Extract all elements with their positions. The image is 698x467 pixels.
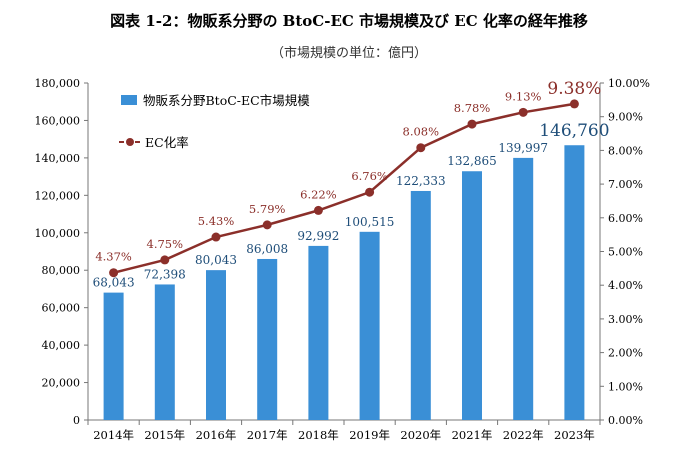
bar-series bbox=[103, 145, 585, 420]
bar bbox=[564, 145, 585, 420]
chart-subtitle: （市場規模の単位：億円） bbox=[271, 45, 427, 61]
right-axis: 0.00% 1.00% 2.00% 3.00% 4.00% 5.00% 6.00% 7.00%… bbox=[599, 77, 650, 427]
line-value-label: 4.75% bbox=[147, 237, 184, 251]
left-tick-label: 120,000 bbox=[35, 189, 81, 202]
left-tick-label: 140,000 bbox=[35, 152, 81, 165]
ec-rate-point bbox=[109, 268, 119, 278]
left-tick-label: 160,000 bbox=[35, 114, 81, 127]
ec-rate-point bbox=[467, 119, 477, 129]
x-tick-label: 2020年 bbox=[400, 428, 441, 442]
bar bbox=[462, 171, 482, 420]
legend: 物販系分野BtoC-EC市場規模 EC化率 bbox=[119, 93, 310, 150]
x-tick-label: 2016年 bbox=[196, 428, 237, 442]
right-tick-label: 9.00% bbox=[608, 111, 643, 124]
bar-value-label: 80,043 bbox=[195, 253, 237, 267]
left-tick-label: 100,000 bbox=[35, 227, 81, 240]
bar-value-label: 139,997 bbox=[498, 141, 548, 155]
bar bbox=[410, 190, 431, 420]
x-tick-label: 2014年 bbox=[93, 428, 134, 442]
bar-value-label: 146,760 bbox=[539, 121, 609, 141]
x-tick-label: 2023年 bbox=[554, 428, 595, 442]
line-series bbox=[109, 99, 579, 278]
ec-rate-point bbox=[416, 143, 426, 153]
legend-bar-label: 物販系分野BtoC-EC市場規模 bbox=[143, 93, 310, 108]
line-value-label: 6.76% bbox=[351, 169, 388, 183]
line-value-label: 9.13% bbox=[505, 89, 542, 103]
line-value-label: 5.43% bbox=[198, 214, 235, 228]
legend-line-label: EC化率 bbox=[145, 135, 189, 150]
bar-value-label: 100,515 bbox=[345, 215, 395, 229]
legend-line-marker bbox=[126, 138, 134, 146]
bar bbox=[308, 245, 329, 420]
bar-labels: 68,043 72,398 80,043 86,008 92,992 100,515 122… bbox=[93, 121, 610, 289]
bar bbox=[257, 258, 278, 420]
bar-value-label: 68,043 bbox=[93, 276, 135, 290]
left-tick-label: 20,000 bbox=[42, 377, 81, 390]
left-tick-label: 40,000 bbox=[42, 339, 81, 352]
legend-bar-swatch bbox=[121, 95, 137, 105]
x-tick-label: 2017年 bbox=[247, 428, 288, 442]
x-tick-label: 2018年 bbox=[298, 428, 339, 442]
bar-value-label: 92,992 bbox=[297, 229, 339, 243]
bar-value-label: 132,865 bbox=[447, 154, 497, 168]
line-value-label: 4.37% bbox=[95, 250, 132, 264]
bar-value-label: 86,008 bbox=[246, 242, 288, 256]
right-tick-label: 6.00% bbox=[608, 212, 643, 225]
right-tick-label: 10.00% bbox=[608, 77, 650, 90]
line-value-label: 6.22% bbox=[300, 187, 337, 201]
bar-value-label: 122,333 bbox=[396, 174, 446, 188]
x-tick-label: 2015年 bbox=[144, 428, 185, 442]
x-tick-label: 2019年 bbox=[349, 428, 390, 442]
bar-value-label: 72,398 bbox=[144, 267, 186, 281]
x-axis: 2014年 2015年 2016年 2017年 2018年 2019年 2020年 2021年… bbox=[87, 419, 601, 442]
line-labels: 4.37% 4.75% 5.43% 5.79% 6.22% 6.76% 8.08% 8.78%… bbox=[95, 79, 601, 264]
right-tick-label: 1.00% bbox=[608, 380, 643, 393]
right-tick-label: 8.00% bbox=[608, 144, 643, 157]
left-tick-label: 0 bbox=[73, 414, 80, 427]
chart-title: 図表 1-2：物販系分野の BtoC-EC 市場規模及び EC 化率の経年推移 bbox=[110, 12, 588, 30]
ec-rate-point bbox=[211, 232, 221, 242]
line-value-label: 8.08% bbox=[403, 125, 440, 139]
left-tick-label: 60,000 bbox=[42, 302, 81, 315]
bar bbox=[206, 270, 226, 420]
right-tick-label: 5.00% bbox=[608, 246, 643, 259]
bar bbox=[359, 231, 380, 420]
bar bbox=[103, 292, 124, 420]
right-tick-label: 3.00% bbox=[608, 313, 643, 326]
line-value-label: 5.79% bbox=[249, 202, 286, 216]
right-tick-label: 2.00% bbox=[608, 347, 643, 360]
left-tick-label: 80,000 bbox=[42, 264, 81, 277]
ec-rate-point bbox=[569, 99, 579, 109]
ec-rate-line bbox=[113, 102, 575, 274]
bar bbox=[154, 284, 175, 420]
ec-rate-point bbox=[160, 255, 170, 265]
right-tick-label: 7.00% bbox=[608, 178, 643, 191]
left-axis: 0 20,000 40,000 60,000 80,000 100,000 120,000 1… bbox=[35, 77, 89, 427]
line-value-label: 8.78% bbox=[454, 101, 491, 115]
right-tick-label: 4.00% bbox=[608, 279, 643, 292]
ec-rate-point bbox=[262, 220, 272, 230]
ec-rate-point bbox=[313, 205, 323, 215]
right-tick-label: 0.00% bbox=[608, 414, 643, 427]
ec-rate-point bbox=[518, 107, 528, 117]
bar bbox=[513, 157, 534, 420]
x-tick-label: 2022年 bbox=[503, 428, 544, 442]
line-value-label: 9.38% bbox=[547, 79, 601, 99]
x-tick-label: 2021年 bbox=[452, 428, 493, 442]
ec-rate-point bbox=[365, 187, 375, 197]
left-tick-label: 180,000 bbox=[35, 77, 81, 90]
